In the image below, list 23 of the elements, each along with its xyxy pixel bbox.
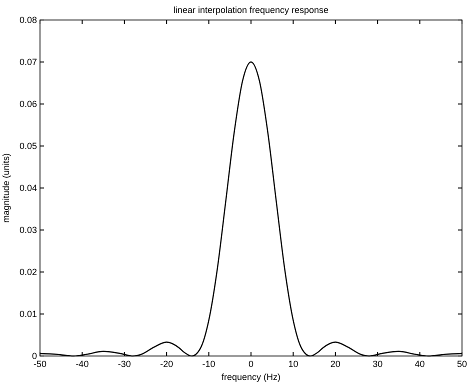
x-tick-label: -50 (33, 359, 47, 369)
x-tick-label: -40 (76, 359, 89, 369)
y-tick-label: 0.03 (19, 225, 37, 235)
y-tick-label: 0.05 (19, 141, 37, 151)
x-tick-label: 40 (414, 359, 425, 369)
x-tick-label: -20 (160, 359, 174, 369)
x-tick-label: 30 (372, 359, 383, 369)
y-tick-label: 0 (32, 351, 37, 361)
y-tick-label: 0.07 (19, 57, 37, 67)
x-axis-title: frequency (Hz) (221, 372, 281, 382)
y-tick-label: 0.02 (19, 267, 37, 277)
chart-title: linear interpolation frequency response (173, 5, 329, 15)
y-tick-label: 0.04 (19, 183, 37, 193)
x-tick-label: 0 (248, 359, 254, 369)
x-tick-label: -10 (202, 359, 216, 369)
y-tick-label: 0.06 (19, 99, 37, 109)
x-tick-label: -30 (118, 359, 131, 369)
x-tick-label: 50 (456, 359, 468, 369)
y-axis-title: magnitude (units) (1, 153, 11, 223)
x-tick-label: 10 (288, 359, 298, 369)
y-tick-label: 0.01 (19, 309, 37, 319)
y-tick-label: 0.08 (19, 15, 37, 25)
x-tick-label: 20 (330, 359, 340, 369)
